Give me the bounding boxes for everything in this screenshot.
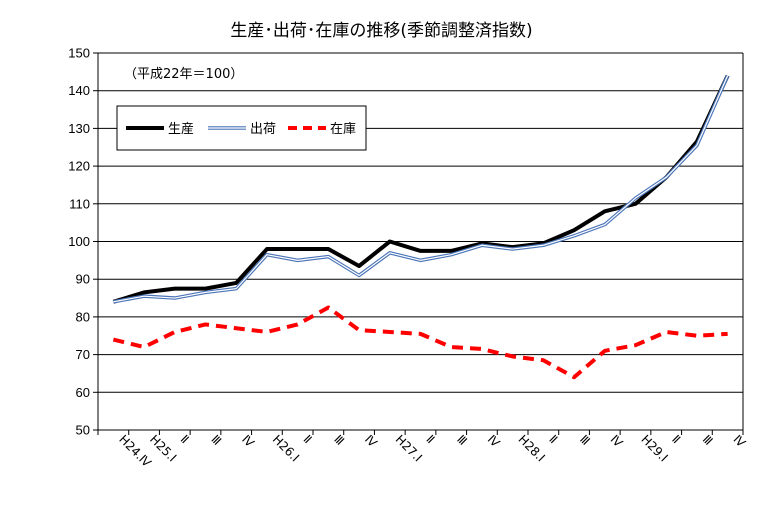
x-tick-label-7: Ⅲ <box>331 432 347 448</box>
legend-label-production: 生産 <box>168 121 194 137</box>
y-tick-label-80: 80 <box>76 309 90 324</box>
x-tick-label-12: Ⅳ <box>485 432 503 450</box>
y-tick-label-70: 70 <box>76 347 90 362</box>
base-year-note: （平成22年＝100） <box>124 67 243 82</box>
y-tick-label-50: 50 <box>76 423 90 438</box>
legend-label-shipment: 出荷 <box>250 122 276 137</box>
y-tick-label-120: 120 <box>68 159 90 174</box>
x-tick-label-4: Ⅳ <box>239 432 257 450</box>
x-tick-label-20: Ⅳ <box>731 432 749 450</box>
legend-label-inventory: 在庫 <box>330 122 356 137</box>
x-tick-label-13: H28.Ⅰ <box>516 432 548 464</box>
y-tick-label-110: 110 <box>69 196 90 211</box>
x-tick-label-18: Ⅱ <box>669 432 683 446</box>
x-tick-label-11: Ⅲ <box>454 432 470 448</box>
chart-title: 生産･出荷･在庫の推移(季節調整済指数) <box>230 21 533 41</box>
y-tick-label-140: 140 <box>68 83 90 98</box>
y-tick-label-150: 150 <box>68 46 90 61</box>
x-tick-label-0: H24.Ⅳ <box>116 432 154 470</box>
x-tick-label-9: H27.Ⅰ <box>393 432 425 464</box>
x-tick-label-17: H29.Ⅰ <box>638 432 670 464</box>
x-tick-label-2: Ⅱ <box>178 432 192 446</box>
x-tick-label-8: Ⅳ <box>362 432 380 450</box>
x-tick-label-6: Ⅱ <box>301 432 315 446</box>
x-tick-label-19: Ⅲ <box>700 432 716 448</box>
y-tick-label-60: 60 <box>76 385 90 400</box>
x-tick-label-5: H26.Ⅰ <box>270 432 302 464</box>
y-tick-label-90: 90 <box>76 272 90 287</box>
x-tick-label-10: Ⅱ <box>423 432 437 446</box>
x-tick-label-16: Ⅳ <box>608 432 626 450</box>
y-tick-label-130: 130 <box>68 121 90 136</box>
x-tick-label-3: Ⅲ <box>208 432 224 448</box>
x-tick-label-14: Ⅱ <box>546 432 560 446</box>
y-tick-label-100: 100 <box>68 234 90 249</box>
x-tick-label-15: Ⅲ <box>577 432 593 448</box>
